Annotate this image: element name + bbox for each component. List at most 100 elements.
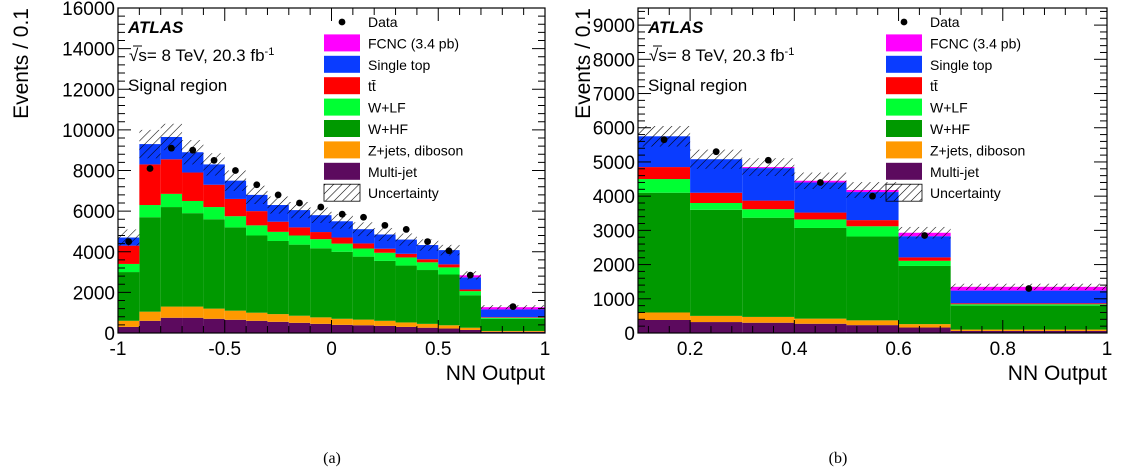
x-tick-label: 0 [326,339,337,360]
legend-label: Single top [368,57,430,73]
uncertainty-band-bin-13 [395,233,417,246]
data-point-bin-0 [660,136,668,144]
bar-multijet-bin-16 [459,329,481,333]
bar-whf-bin-14 [416,270,439,324]
data-point-bin-6 [1025,285,1033,292]
uncertainty-band-bin-6 [246,185,268,205]
y-tick-label: 2000 [593,256,635,277]
x-tick-label: 1 [540,339,551,360]
data-point-bin-4 [210,156,218,164]
region-label: Signal region [128,76,227,95]
bar-ttbar-bin-4 [203,184,225,208]
bar-wlf-bin-6 [246,225,268,236]
bar-whf-bin-4 [846,236,899,321]
x-tick-label: 0.8 [990,339,1016,360]
y-tick-label: 4000 [593,187,635,208]
data-point-bin-17 [509,303,517,310]
legend-label: Z+jets, diboson [368,142,463,158]
data-point-bin-6 [253,181,261,189]
uncertainty-band-bin-9 [310,207,332,223]
bar-whf-bin-11 [352,256,375,320]
bar-zjets-bin-3 [182,306,204,318]
bar-ttbar-bin-2 [160,159,183,194]
y-tick-label: 5000 [593,153,635,174]
legend-swatch-fcnc [324,34,360,52]
data-point-bin-13 [402,226,410,233]
bar-wlf-bin-1 [139,205,161,218]
y-tick-label: 4000 [73,243,115,264]
bar-zjets-bin-10 [331,318,353,325]
x-axis-title: NN Output [1008,362,1107,385]
bar-whf-bin-16 [459,295,481,328]
bar-zjets-bin-13 [395,322,417,327]
bar-ttbar-bin-5 [898,257,951,261]
bar-multijet-bin-5 [224,319,247,333]
bar-multijet-bin-6 [950,330,1107,333]
bar-whf-bin-17 [480,318,545,331]
data-point-bin-8 [296,199,303,207]
y-tick-label: 6000 [73,202,115,223]
bar-ttbar-bin-6 [246,211,268,226]
data-point-bin-11 [360,213,367,221]
data-point-bin-2 [764,156,772,164]
bar-multijet-bin-9 [310,323,332,333]
legend-label: Single top [930,57,992,73]
y-tick-label: 0 [624,324,635,345]
bar-zjets-bin-6 [950,329,1107,331]
bar-singletop-bin-17 [480,309,545,318]
bar-ttbar-bin-1 [690,192,743,203]
bar-ttbar-bin-3 [182,172,204,201]
bar-whf-bin-0 [638,192,691,313]
bar-whf-bin-13 [395,265,417,323]
bar-whf-bin-0 [118,272,140,321]
bar-ttbar-bin-1 [139,164,161,206]
bar-wlf-bin-8 [288,235,311,245]
bar-ttbar-bin-15 [438,264,460,268]
legend-swatch-zjets [886,141,922,159]
x-tick-label: -1 [110,339,127,360]
legend-swatch-uncertainty [885,183,923,202]
data-point-bin-0 [125,238,133,245]
bar-whf-bin-6 [246,235,268,313]
bar-multijet-bin-6 [246,320,268,333]
bar-multijet-bin-0 [118,326,140,333]
uncertainty-band-bin-0 [118,229,140,246]
bar-ttbar-bin-6 [950,303,1107,305]
bar-multijet-bin-7 [267,321,289,333]
uncertainty-band-bin-14 [416,239,439,251]
bar-ttbar-bin-17 [480,317,545,318]
legend-label: W+HF [368,121,408,137]
legend-swatch-multijet [886,162,922,180]
bar-multijet-bin-8 [288,322,311,333]
bar-whf-bin-2 [742,217,795,317]
legend-swatch-ttbar [886,77,922,95]
x-tick-label: 0.2 [677,339,703,360]
bar-multijet-bin-14 [416,327,439,333]
data-point-bin-15 [445,247,453,255]
bar-whf-bin-4 [203,219,225,309]
bar-wlf-bin-16 [459,291,481,296]
bar-singletop-bin-6 [950,290,1107,304]
bar-whf-bin-3 [794,227,847,319]
data-point-bin-1 [712,148,720,156]
bar-wlf-bin-1 [690,203,743,210]
bar-multijet-bin-4 [846,325,899,333]
bar-ttbar-bin-4 [846,220,899,227]
uncertainty-band-bin-4 [846,182,899,198]
legend-label: W+HF [930,121,970,137]
data-point-bin-2 [167,144,175,152]
legend-label: Multi-jet [930,164,979,180]
y-axis-title: Events / 0.1 [572,8,595,119]
bar-whf-bin-3 [182,213,204,307]
experiment-label: ATLAS [127,18,184,37]
bar-multijet-bin-11 [352,325,375,333]
bar-multijet-bin-3 [794,323,847,333]
y-tick-label: 8000 [73,162,115,183]
data-point-bin-7 [274,191,282,199]
bar-whf-bin-12 [374,260,396,321]
y-tick-label: 7000 [593,85,635,106]
legend-label: tt̄ [368,78,376,94]
bar-ttbar-bin-9 [310,232,332,240]
legend-swatch-wlf [324,98,360,116]
bar-whf-bin-5 [224,227,247,311]
